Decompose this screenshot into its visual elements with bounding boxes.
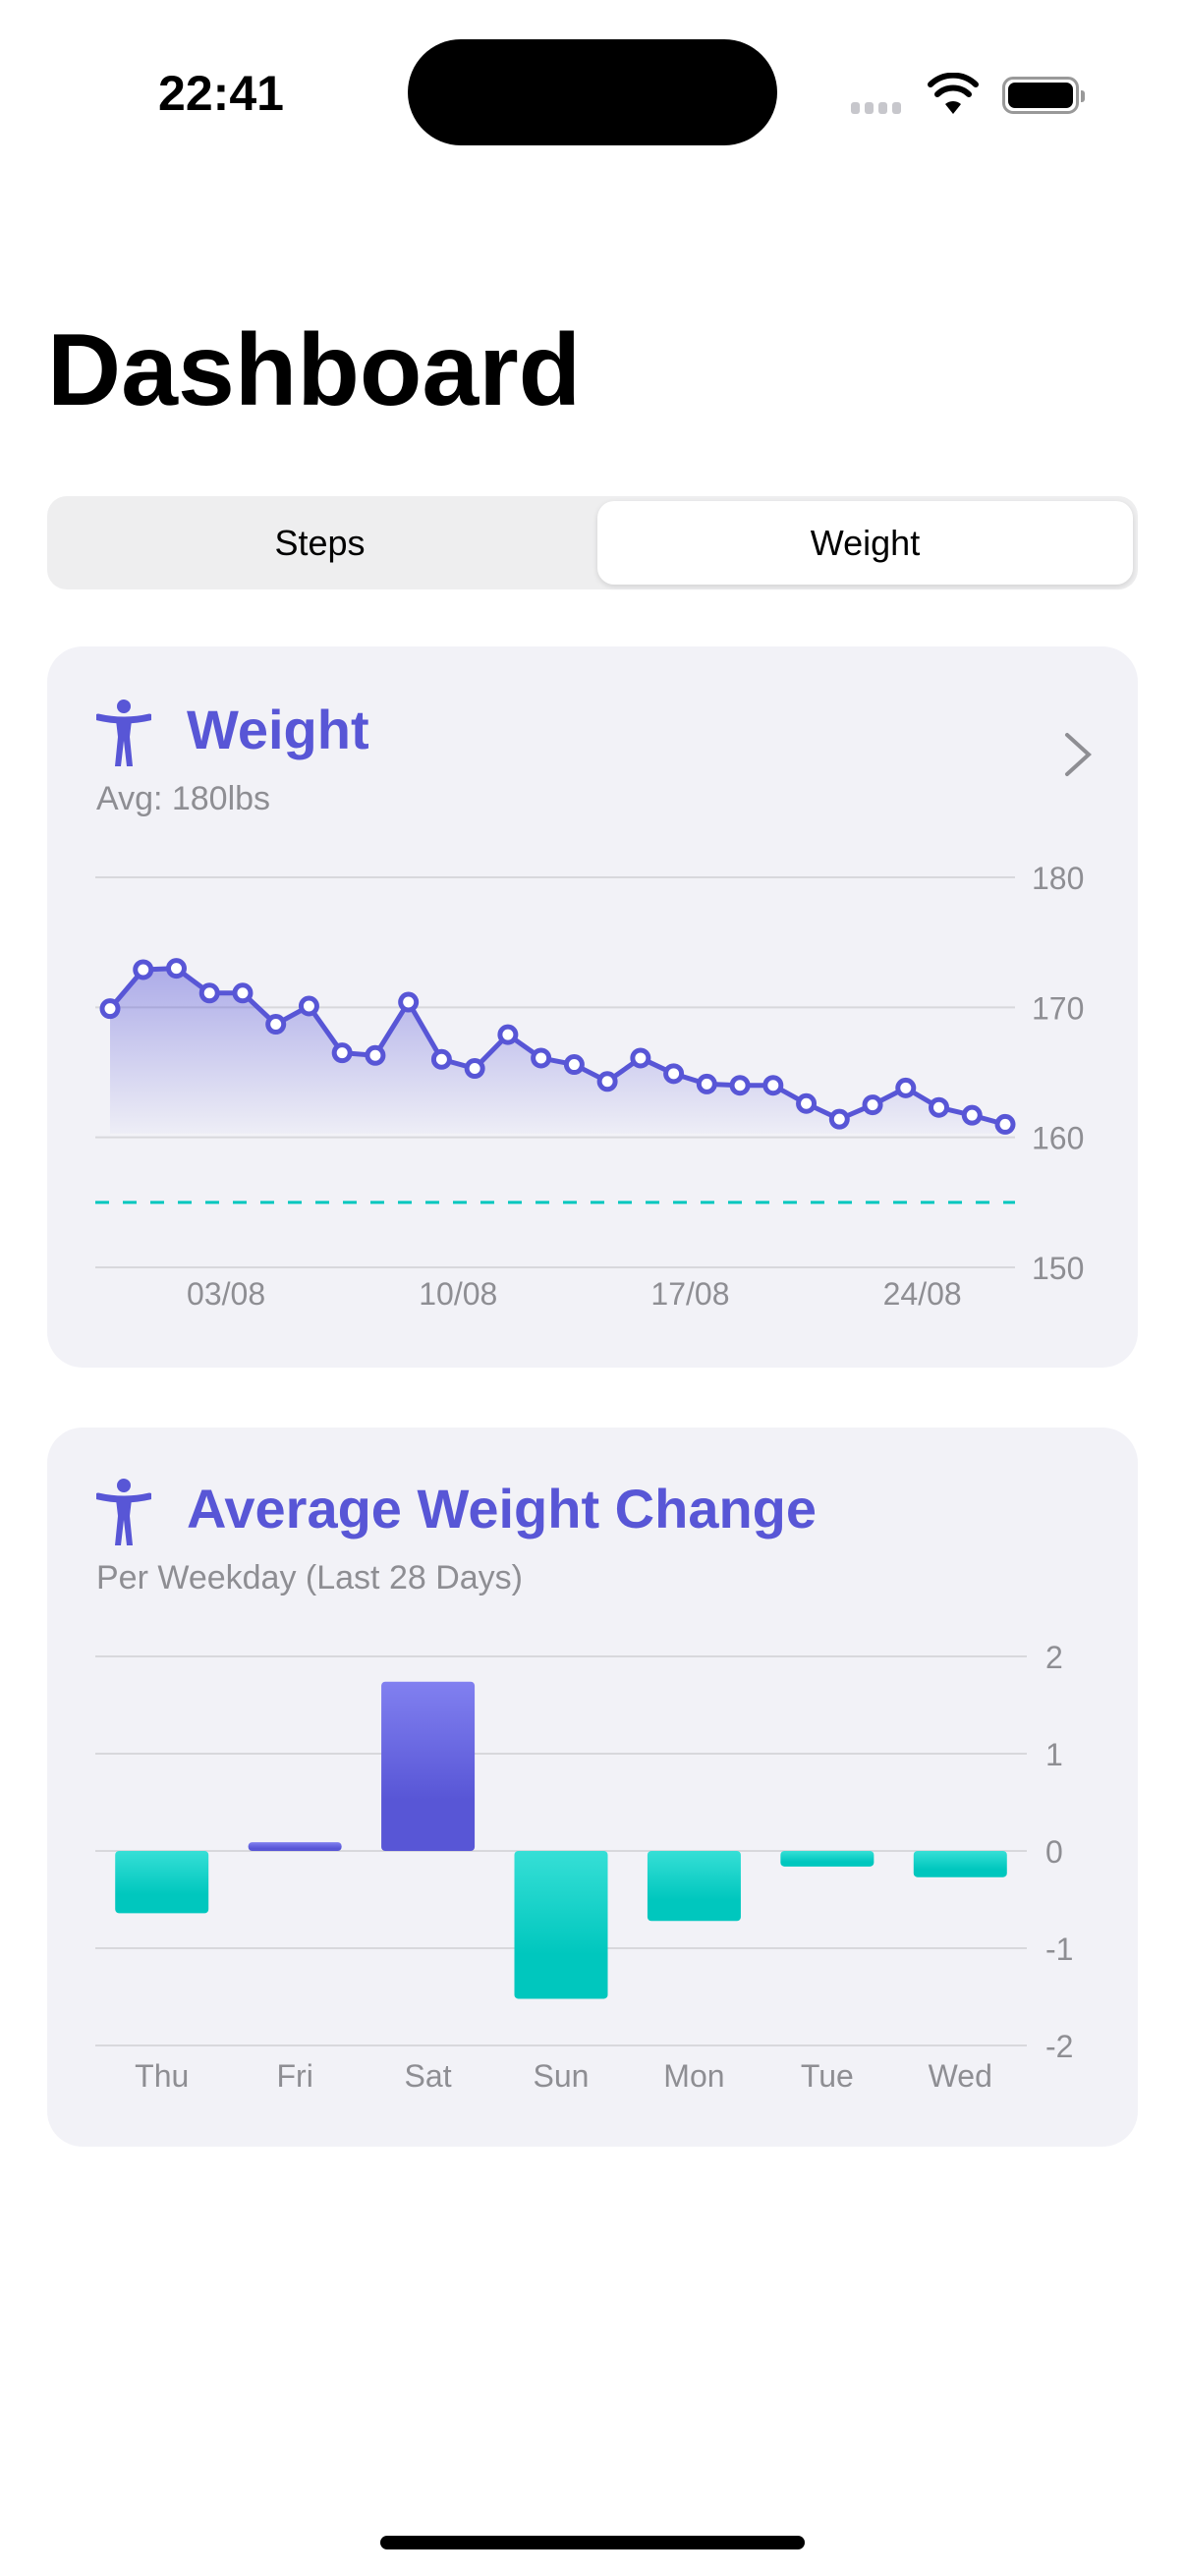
y-tick-label: 160 — [1032, 1121, 1084, 1156]
x-tick-label: 17/08 — [650, 1276, 729, 1312]
data-point — [464, 1058, 485, 1080]
segment-weight[interactable]: Weight — [597, 501, 1133, 585]
x-tick-label: Sat — [405, 2058, 452, 2094]
weight-change-card-subtitle: Per Weekday (Last 28 Days) — [96, 1559, 523, 1596]
data-point — [298, 995, 319, 1017]
data-point — [961, 1104, 983, 1126]
data-point — [994, 1113, 1016, 1135]
x-tick-label: Sun — [534, 2058, 590, 2094]
bar — [780, 1851, 875, 1867]
y-tick-label: -2 — [1045, 2029, 1073, 2064]
data-point — [398, 991, 420, 1013]
figure-stand-icon — [94, 1479, 153, 1552]
x-tick-label: 03/08 — [187, 1276, 265, 1312]
bar — [381, 1681, 476, 1851]
segmented-control: Steps Weight — [47, 496, 1138, 589]
data-point — [365, 1044, 386, 1066]
figure-stand-icon — [94, 700, 153, 773]
data-point — [862, 1094, 883, 1116]
cellular-signal-icon — [851, 102, 901, 114]
y-tick-label: 170 — [1032, 990, 1084, 1026]
x-tick-label: Mon — [663, 2058, 724, 2094]
data-point — [729, 1075, 751, 1096]
data-point — [828, 1108, 850, 1130]
x-tick-label: Thu — [135, 2058, 189, 2094]
weekday-bar-chart: 2 1 0 -1 -2 Thu Fri Sat Sun Mon Tue Wed — [95, 1640, 1073, 2094]
bar — [115, 1851, 209, 1914]
data-point — [133, 959, 154, 980]
data-point — [696, 1073, 717, 1094]
data-point — [895, 1077, 917, 1098]
status-time: 22:41 — [158, 66, 284, 121]
weight-card-subtitle: Avg: 180lbs — [96, 780, 271, 817]
y-tick-label: 150 — [1032, 1251, 1084, 1286]
weight-card-title: Weight — [187, 699, 369, 760]
battery-icon — [1002, 77, 1085, 114]
data-point — [563, 1054, 585, 1076]
data-point — [198, 982, 220, 1004]
data-point — [430, 1048, 452, 1070]
y-tick-label: -1 — [1045, 1932, 1073, 1967]
data-point — [331, 1042, 353, 1064]
data-point — [165, 958, 187, 980]
data-point — [663, 1063, 685, 1085]
weight-change-card: Average Weight Change Per Weekday (Last … — [47, 1428, 1138, 2147]
y-tick-label: 0 — [1045, 1834, 1063, 1870]
bar — [647, 1851, 741, 1922]
data-point — [497, 1024, 519, 1045]
data-point — [232, 982, 254, 1004]
wifi-icon — [928, 72, 979, 121]
data-point — [630, 1047, 651, 1069]
y-tick-label: 180 — [1032, 861, 1084, 896]
x-tick-label: 24/08 — [883, 1276, 962, 1312]
y-tick-label: 2 — [1045, 1640, 1063, 1675]
data-point — [796, 1092, 818, 1114]
x-tick-label: 10/08 — [419, 1276, 497, 1312]
data-point — [596, 1071, 618, 1092]
chevron-right-icon[interactable] — [1063, 731, 1093, 783]
bar — [248, 1842, 342, 1851]
data-point — [929, 1096, 950, 1118]
data-point — [99, 998, 121, 1020]
bar — [514, 1851, 608, 1999]
x-tick-label: Fri — [276, 2058, 312, 2094]
weight-line-chart: 180 170 160 150 03/08 10/08 17/08 24/08 — [95, 861, 1084, 1312]
page-title: Dashboard — [47, 313, 582, 427]
weight-line — [108, 966, 1006, 1127]
weight-card[interactable]: Weight Avg: 180lbs 180 170 160 150 03/08 10/0… — [47, 646, 1138, 1368]
x-tick-label: Wed — [929, 2058, 992, 2094]
x-tick-label: Tue — [801, 2058, 854, 2094]
data-point — [531, 1047, 552, 1069]
weight-change-card-title: Average Weight Change — [187, 1478, 818, 1540]
bar — [913, 1851, 1007, 1877]
data-point — [265, 1014, 287, 1036]
data-point — [762, 1075, 784, 1096]
y-tick-label: 1 — [1045, 1737, 1063, 1772]
segment-steps[interactable]: Steps — [274, 522, 366, 563]
home-indicator — [380, 2536, 805, 2549]
dynamic-island — [408, 39, 777, 145]
